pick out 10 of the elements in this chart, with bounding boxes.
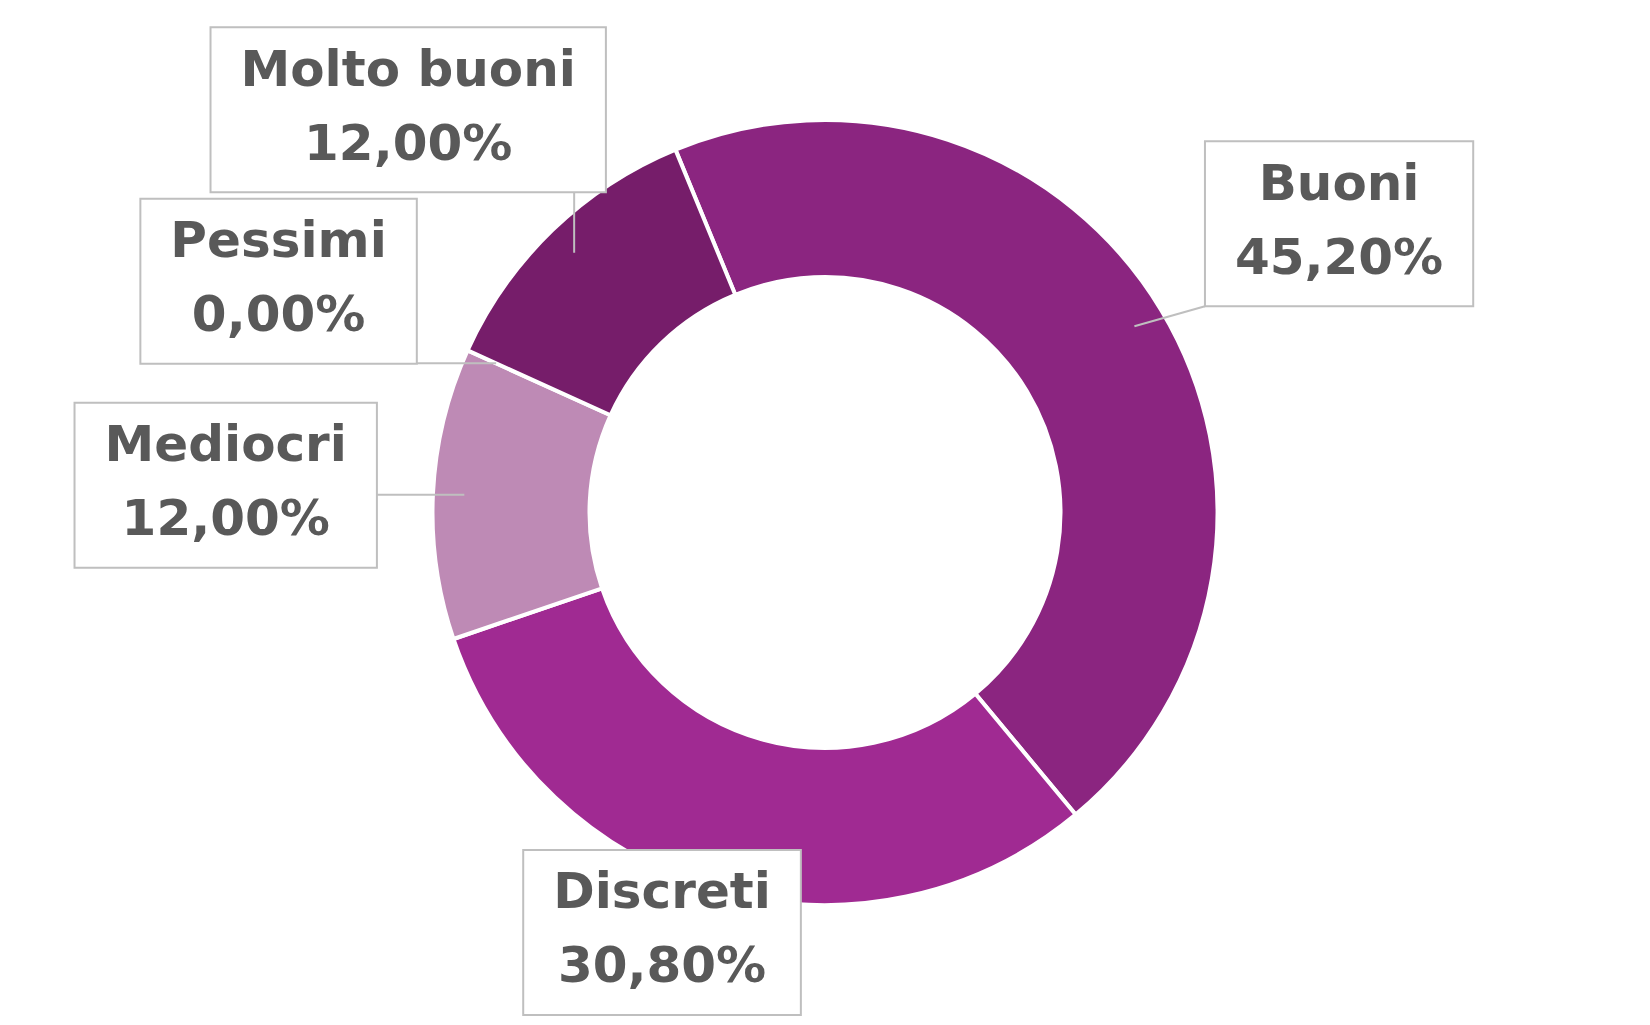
data-label: 12,00% [304,113,513,172]
slice-label: Molto buoni [240,39,576,98]
data-label: 30,80% [557,936,767,995]
category-label: Pessimi [170,211,387,270]
slice-label: Buoni [1258,153,1420,212]
text: 0,00% [191,285,366,344]
data-label: 45,20% [1234,227,1444,286]
data-label: 12,00% [121,489,330,548]
slice-label: Mediocri [104,415,347,474]
slice-label: Discreti [553,862,771,921]
